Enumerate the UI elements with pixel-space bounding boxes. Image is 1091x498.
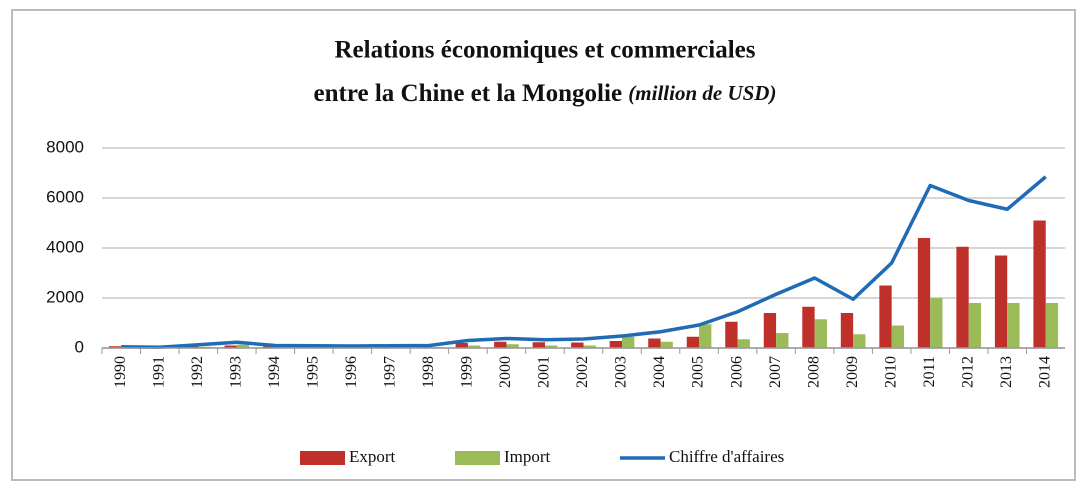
- x-tick-label: 2007: [767, 356, 784, 388]
- x-tick-label: 1998: [420, 356, 437, 388]
- x-tick-label: 2001: [536, 356, 553, 388]
- x-tick-label: 2013: [998, 356, 1015, 388]
- legend-swatch: [300, 451, 345, 465]
- bar: [815, 319, 827, 348]
- x-tick-label: 2014: [1036, 356, 1053, 388]
- x-tick-label: 1995: [305, 356, 322, 388]
- bar: [661, 342, 673, 348]
- bar: [841, 313, 853, 348]
- bar: [776, 333, 788, 348]
- y-tick-label: 0: [75, 337, 84, 356]
- legend-label: Export: [349, 447, 396, 466]
- y-tick-label: 2000: [46, 287, 84, 306]
- bar: [918, 238, 930, 348]
- chart-title: Relations économiques et commerciales: [335, 37, 756, 64]
- x-tick-label: 2008: [805, 356, 822, 388]
- bar: [892, 326, 904, 349]
- x-tick-label: 1990: [112, 356, 129, 388]
- x-tick-label: 1994: [266, 356, 283, 388]
- x-tick-label: 2011: [921, 356, 938, 387]
- y-tick-label: 8000: [46, 137, 84, 156]
- x-tick-label: 2003: [613, 356, 630, 388]
- bar: [494, 342, 506, 348]
- y-tick-label: 4000: [46, 237, 84, 256]
- x-tick-label: 2012: [959, 356, 976, 388]
- bar: [699, 324, 711, 348]
- bar: [802, 307, 814, 348]
- x-tick-label: 2005: [690, 356, 707, 388]
- bar: [738, 339, 750, 348]
- bar: [1046, 303, 1058, 348]
- legend-label: Chiffre d'affaires: [669, 447, 784, 466]
- bar: [956, 247, 968, 348]
- x-tick-label: 1992: [189, 356, 206, 388]
- bar: [853, 334, 865, 348]
- y-tick-label: 6000: [46, 187, 84, 206]
- bar: [969, 303, 981, 348]
- bar: [648, 339, 660, 349]
- bar: [1007, 303, 1019, 348]
- chart-title-note: (million de USD): [628, 81, 776, 105]
- bar: [725, 322, 737, 348]
- x-tick-label: 2002: [574, 356, 591, 388]
- bar: [622, 337, 634, 348]
- x-tick-label: 1996: [343, 356, 360, 388]
- bar: [764, 313, 776, 348]
- bar: [610, 341, 622, 348]
- bar: [930, 298, 942, 348]
- chart-title: entre la Chine et la Mongolie (million d…: [314, 80, 777, 107]
- bar: [879, 286, 891, 349]
- bar: [687, 337, 699, 348]
- x-tick-label: 2009: [844, 356, 861, 388]
- bar: [995, 256, 1007, 349]
- x-tick-label: 1991: [150, 356, 167, 388]
- x-tick-label: 1993: [227, 356, 244, 388]
- x-tick-label: 2010: [882, 356, 899, 388]
- bar: [571, 343, 583, 349]
- x-tick-label: 2000: [497, 356, 514, 388]
- x-tick-label: 1997: [382, 356, 399, 388]
- chart-title-line: entre la Chine et la Mongolie: [314, 80, 623, 107]
- x-tick-label: 2004: [651, 356, 668, 388]
- legend-swatch: [455, 451, 500, 465]
- bar: [533, 342, 545, 348]
- bar: [1033, 221, 1045, 349]
- legend-label: Import: [504, 447, 551, 466]
- x-tick-label: 2006: [728, 356, 745, 388]
- x-tick-label: 1999: [459, 356, 476, 388]
